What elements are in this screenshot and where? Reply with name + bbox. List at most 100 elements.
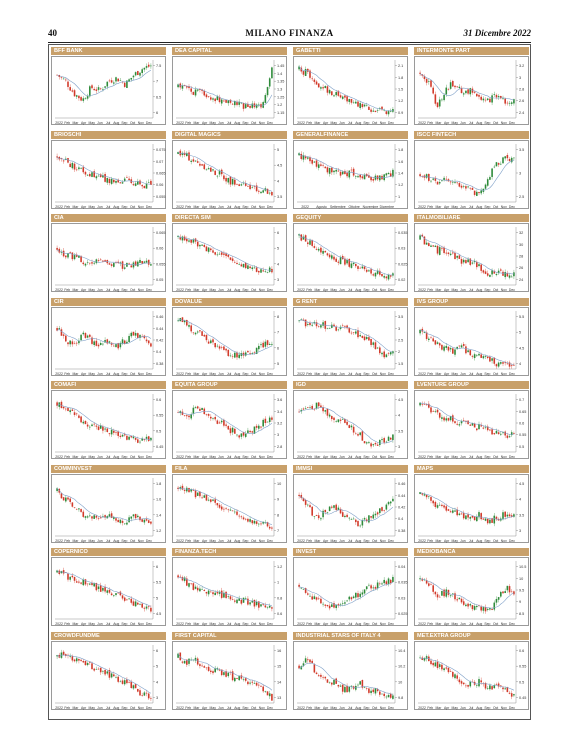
candle-body [225,424,227,426]
candle-body [119,435,122,437]
candle-body [238,435,240,438]
candle-body [75,169,78,170]
candle-body [91,515,93,519]
candle-body [313,79,316,82]
issue-date: 31 Dicembre 2022 [463,28,532,38]
moving-average-line [56,156,151,185]
candle-body [447,508,450,511]
candle-body [317,248,320,251]
candle-body [218,504,221,508]
candle-body [84,332,87,338]
candle-body [78,581,80,583]
chart-title: DIGITAL MAGICS [175,131,221,138]
x-tick-label: Feb [64,539,70,543]
x-tick-label: Sep [484,288,490,292]
x-tick-label: Jun [460,205,466,209]
candle-body [271,67,273,79]
candle-body [359,334,361,336]
candle-body [497,162,500,165]
candle-body [106,177,109,183]
candle-body [441,179,443,181]
stock-chart: FINANZA.TECH 1.2 1 0.8 0.6 2022 Feb Mar Apr May Ju… [172,548,287,626]
x-tick-label: Feb [427,121,433,125]
candle-body [432,337,434,341]
x-tick-label: Aug [476,121,482,125]
candle-body [510,514,513,517]
x-tick-label: Mar [314,622,321,626]
candle-body [214,667,216,672]
candle-body [177,575,179,578]
candle-body [260,191,262,193]
candle-body [141,518,143,522]
x-tick-label: Jul [227,205,232,209]
candle-body [421,328,424,332]
candle-body [238,263,240,265]
x-tick-label: Feb [185,288,191,292]
candle-body [311,596,313,600]
candle-body [423,331,426,333]
candle-body [355,263,357,267]
candle-body [218,170,221,174]
x-tick-label: Sep [121,455,127,459]
candle-body [238,354,240,358]
chart-title-bar: ITALMOBILIARE [414,214,529,222]
candle-body [462,93,465,95]
candle-body [214,592,216,596]
candle-body [350,169,353,170]
candle-body [205,334,208,340]
candle-body [449,253,452,255]
candle-body [497,682,500,687]
candle-body [210,97,212,100]
candle-body [141,69,143,74]
y-tick-label: 0.55 [519,664,526,668]
x-tick-label: Feb [64,455,70,459]
candle-body [486,98,489,100]
candle-body [82,579,85,586]
x-tick-label: Sep [242,622,248,626]
candle-body [99,585,102,592]
candle-body [119,680,122,682]
candle-body [389,579,392,584]
candle-body [462,185,465,187]
x-tick-label: Oct [130,539,135,543]
candle-body [69,163,71,167]
y-tick-label: 3.5 [277,194,282,198]
candle-body [201,244,203,246]
candle-body [376,270,379,274]
candle-body [508,436,511,438]
chart-title-bar: GABETTI [293,47,408,55]
candle-body [117,179,119,182]
candle-body [368,687,370,693]
chart-plot: 0.075 0.07 0.065 0.06 0.055 2022 Feb Mar Apr May J… [51,139,166,209]
candle-body [425,78,428,83]
candle-body [359,593,361,597]
candle-body [500,96,502,99]
candle-body [443,247,445,253]
candle-body [141,694,143,696]
candle-body [255,184,258,191]
x-tick-label: Mar [314,455,321,459]
candle-body [229,596,232,600]
x-tick-label: May [210,121,217,125]
candle-body [110,512,113,518]
candle-body [102,515,104,517]
candle-body [220,590,223,598]
candle-body [132,684,135,688]
moving-average-line [56,249,151,266]
x-tick-label: Nov [501,622,507,626]
candle-body [462,601,465,605]
candle-body [469,424,472,426]
candle-body [346,685,348,692]
y-tick-label: 7 [156,80,158,84]
candle-body [108,80,111,82]
x-tick-label: Sep [363,455,369,459]
candle-body [428,495,430,497]
candle-body [223,508,225,509]
x-tick-label: Dec [146,455,152,459]
chart-plot: 3.5 3 2.5 2 1.5 2022 Feb Mar Apr May Jun Jul Aug Sep O… [293,306,408,376]
candle-body [123,340,126,344]
candle-body [62,333,65,336]
candle-body [300,67,303,72]
candle-body [271,343,273,345]
moving-average-line [56,328,152,344]
